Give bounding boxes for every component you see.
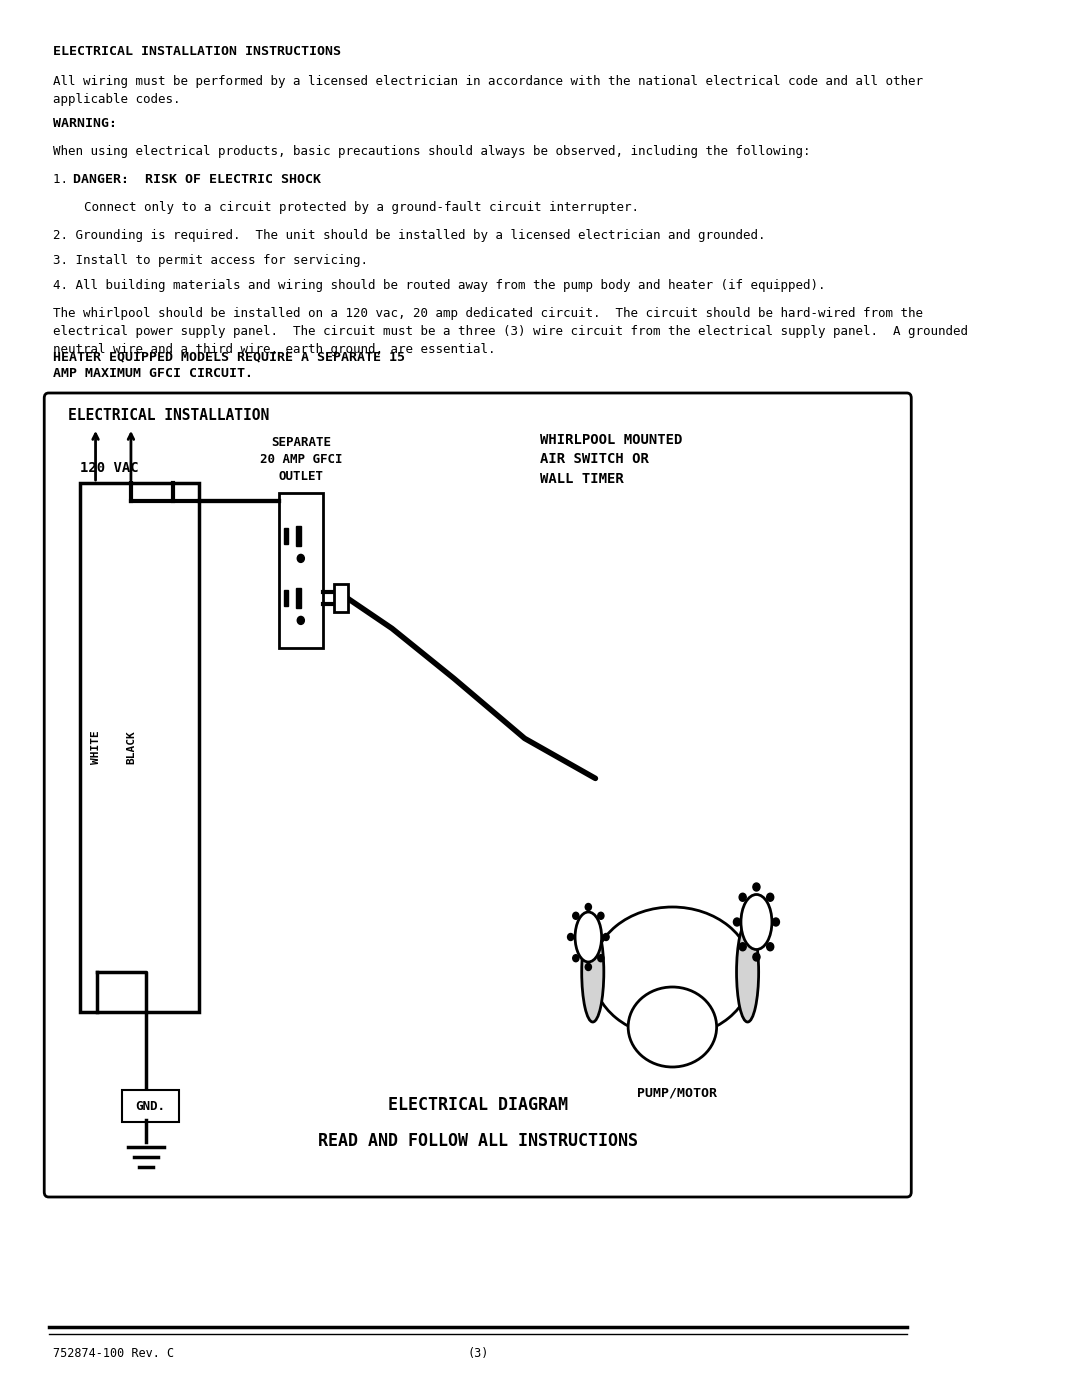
Bar — [296, 527, 301, 546]
Circle shape — [739, 893, 746, 901]
Circle shape — [767, 943, 773, 951]
Bar — [334, 584, 348, 612]
Text: 1.: 1. — [53, 173, 76, 186]
Bar — [279, 493, 323, 648]
Circle shape — [733, 918, 741, 926]
Text: WHITE: WHITE — [91, 731, 100, 764]
Circle shape — [772, 918, 780, 926]
Text: HEATER EQUIPPED MODELS REQUIRE A SEPARATE 15
AMP MAXIMUM GFCI CIRCUIT.: HEATER EQUIPPED MODELS REQUIRE A SEPARAT… — [53, 351, 405, 380]
Circle shape — [753, 953, 760, 961]
Bar — [80, 483, 199, 1011]
Text: 4. All building materials and wiring should be routed away from the pump body an: 4. All building materials and wiring sho… — [53, 279, 825, 292]
Ellipse shape — [593, 907, 752, 1037]
Circle shape — [568, 933, 573, 940]
Text: When using electrical products, basic precautions should always be observed, inc: When using electrical products, basic pr… — [53, 145, 811, 158]
Circle shape — [585, 964, 592, 971]
Text: BLACK: BLACK — [126, 731, 136, 764]
Circle shape — [597, 954, 604, 961]
Circle shape — [572, 954, 579, 961]
Circle shape — [597, 912, 604, 919]
Ellipse shape — [629, 988, 717, 1067]
Circle shape — [297, 616, 305, 624]
Text: 2. Grounding is required.  The unit should be installed by a licensed electricia: 2. Grounding is required. The unit shoul… — [53, 229, 766, 242]
Circle shape — [767, 893, 773, 901]
Text: (3): (3) — [467, 1347, 488, 1361]
Text: SEPARATE
20 AMP GFCI
OUTLET: SEPARATE 20 AMP GFCI OUTLET — [259, 436, 342, 483]
Text: Connect only to a circuit protected by a ground-fault circuit interrupter.: Connect only to a circuit protected by a… — [84, 201, 639, 214]
Circle shape — [297, 555, 305, 563]
Circle shape — [739, 943, 746, 951]
Text: ELECTRICAL INSTALLATION: ELECTRICAL INSTALLATION — [68, 408, 269, 423]
Text: 752874-100 Rev. C: 752874-100 Rev. C — [53, 1347, 174, 1361]
Ellipse shape — [575, 912, 602, 963]
Text: ELECTRICAL INSTALLATION INSTRUCTIONS: ELECTRICAL INSTALLATION INSTRUCTIONS — [53, 45, 341, 59]
Text: 3. Install to permit access for servicing.: 3. Install to permit access for servicin… — [53, 254, 368, 267]
Text: READ AND FOLLOW ALL INSTRUCTIONS: READ AND FOLLOW ALL INSTRUCTIONS — [318, 1132, 638, 1150]
Text: 120 VAC: 120 VAC — [80, 461, 138, 475]
Text: The whirlpool should be installed on a 120 vac, 20 amp dedicated circuit.  The c: The whirlpool should be installed on a 1… — [53, 307, 968, 356]
Bar — [296, 588, 301, 609]
Text: All wiring must be performed by a licensed electrician in accordance with the na: All wiring must be performed by a licens… — [53, 75, 923, 106]
Bar — [284, 591, 288, 606]
Text: GND.: GND. — [135, 1101, 165, 1113]
Circle shape — [753, 883, 760, 891]
Circle shape — [572, 912, 579, 919]
Text: PUMP/MOTOR: PUMP/MOTOR — [637, 1087, 717, 1099]
Ellipse shape — [741, 894, 772, 950]
Text: WHIRLPOOL MOUNTED
AIR SWITCH OR
WALL TIMER: WHIRLPOOL MOUNTED AIR SWITCH OR WALL TIM… — [540, 433, 683, 486]
Ellipse shape — [737, 922, 758, 1023]
Bar — [284, 528, 288, 545]
Text: DANGER:  RISK OF ELECTRIC SHOCK: DANGER: RISK OF ELECTRIC SHOCK — [72, 173, 321, 186]
Text: WARNING:: WARNING: — [53, 117, 117, 130]
FancyBboxPatch shape — [44, 393, 912, 1197]
FancyBboxPatch shape — [122, 1090, 178, 1122]
Ellipse shape — [582, 922, 604, 1023]
Circle shape — [585, 904, 592, 911]
Circle shape — [603, 933, 609, 940]
Text: ELECTRICAL DIAGRAM: ELECTRICAL DIAGRAM — [388, 1097, 568, 1113]
